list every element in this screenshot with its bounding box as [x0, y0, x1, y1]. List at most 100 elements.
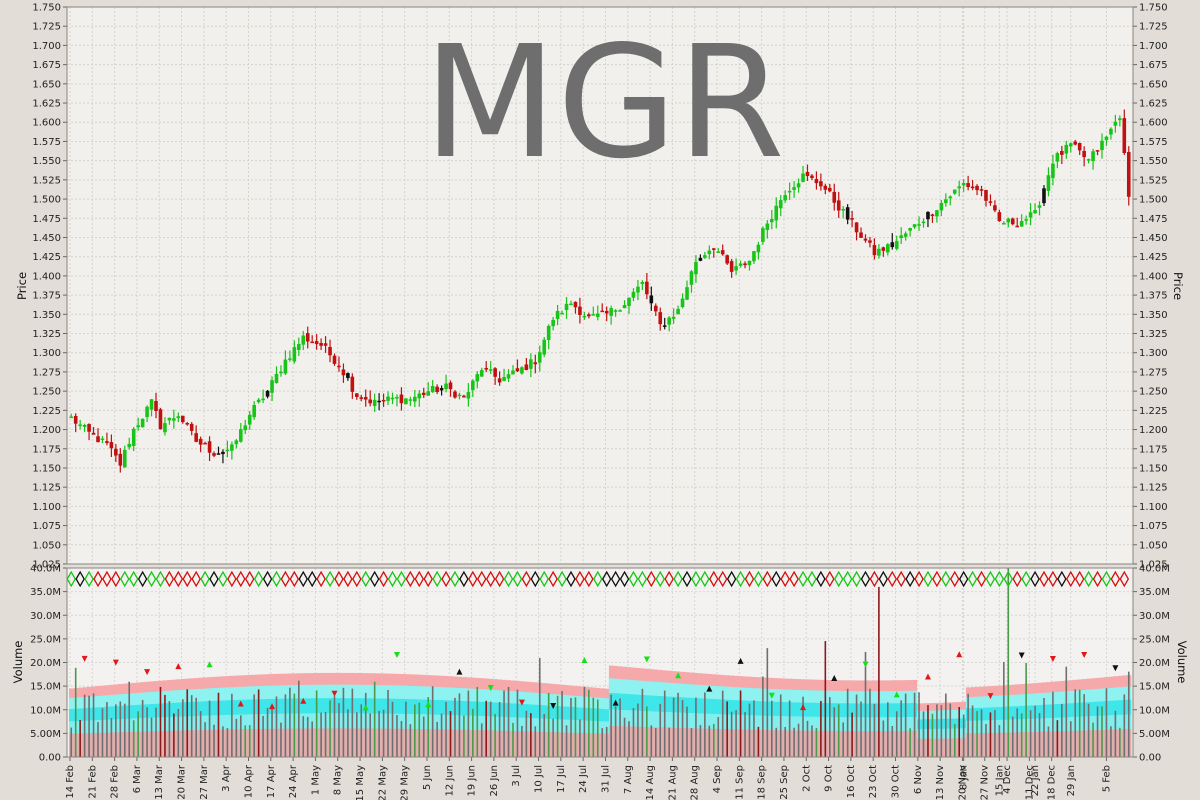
- candle-body: [613, 310, 618, 312]
- candle-body: [854, 222, 859, 233]
- candle-body: [390, 397, 395, 400]
- volume-bar: [186, 689, 189, 757]
- price-tick-label: 1.300: [32, 348, 61, 359]
- candle-body: [1100, 140, 1104, 151]
- volume-bar: [382, 709, 385, 757]
- signal-diamond: [1039, 570, 1049, 588]
- signal-arrow-up: [300, 697, 307, 704]
- signal-diamond: [967, 570, 978, 588]
- signal-diamond: [726, 570, 737, 588]
- signal-arrow-up: [831, 675, 838, 682]
- volume-bar: [895, 711, 898, 757]
- signal-diamond: [923, 570, 933, 588]
- candle-body: [698, 257, 703, 261]
- volume-bar: [472, 708, 474, 757]
- candle-body: [1010, 218, 1015, 225]
- candle-body: [96, 436, 100, 443]
- volume-bar: [360, 704, 363, 757]
- candle-body: [569, 303, 573, 306]
- volume-bar: [141, 699, 144, 757]
- volume-bar: [356, 712, 358, 757]
- signal-diamond: [128, 570, 139, 588]
- signal-diamond: [146, 570, 157, 588]
- volume-bar: [521, 725, 523, 757]
- volume-bar: [686, 706, 688, 757]
- price-tick-label: 1.500: [32, 195, 61, 206]
- price-tick-label: 1.175: [1139, 444, 1168, 455]
- signal-diamond: [646, 570, 657, 588]
- signal-diamond: [423, 570, 433, 588]
- candle-body: [935, 210, 939, 217]
- signal-diamond: [521, 570, 532, 588]
- volume-bar: [570, 697, 572, 757]
- price-tick-label: 1.750: [1139, 3, 1168, 14]
- volume-bar: [320, 712, 322, 757]
- candle-body: [662, 325, 667, 327]
- candle-body: [127, 443, 132, 448]
- volume-bar: [887, 702, 889, 757]
- volume-bar: [222, 726, 224, 757]
- volume-tick-label: 20.0M: [30, 658, 61, 669]
- signal-diamond: [512, 570, 523, 588]
- volume-bar: [668, 727, 670, 757]
- volume-bar: [976, 711, 978, 757]
- volume-bar: [315, 690, 318, 757]
- candle-body: [685, 287, 689, 300]
- date-tick-label: 21 Feb: [87, 765, 98, 799]
- candle-body: [645, 281, 649, 295]
- volume-bar: [712, 723, 715, 757]
- volume-axis-title-right: Volume: [1175, 641, 1189, 684]
- signal-diamond: [664, 570, 674, 588]
- candle-body: [172, 418, 176, 421]
- price-tick-label: 1.650: [32, 79, 61, 90]
- signal-arrow-down: [1081, 651, 1088, 658]
- volume-bar: [101, 708, 104, 757]
- volume-bar: [231, 693, 233, 757]
- date-tick-label: 14 Feb: [65, 765, 76, 799]
- candle-body: [457, 394, 462, 397]
- volume-bar: [677, 692, 679, 757]
- volume-bar: [610, 694, 612, 757]
- volume-bar: [605, 726, 608, 757]
- price-tick-label: 1.575: [32, 137, 61, 148]
- volume-bar: [311, 721, 313, 757]
- price-tick-label: 1.325: [1139, 329, 1168, 340]
- candle-body: [100, 438, 105, 441]
- signal-diamond: [378, 570, 389, 588]
- signal-diamond: [325, 570, 335, 588]
- volume-bar: [672, 697, 675, 757]
- signal-diamond: [869, 570, 880, 588]
- signal-arrow-down: [393, 651, 400, 658]
- candle-body: [69, 416, 74, 419]
- volume-bar: [235, 718, 238, 757]
- volume-bar: [820, 700, 822, 757]
- signal-diamond: [833, 570, 844, 588]
- candle-body: [653, 305, 658, 312]
- candle-body: [551, 319, 555, 327]
- candle-body: [765, 223, 770, 230]
- candle-body: [631, 291, 636, 298]
- candle-body: [283, 359, 288, 374]
- price-tick-label: 1.550: [32, 156, 61, 167]
- signal-arrow-up: [175, 663, 182, 670]
- volume-bar: [391, 701, 394, 757]
- candle-body: [814, 179, 819, 184]
- volume-bar: [659, 703, 662, 757]
- signal-diamond: [860, 570, 871, 588]
- volume-bar: [654, 728, 657, 757]
- candle-body: [1095, 150, 1100, 152]
- signal-diamond: [958, 570, 969, 588]
- volume-bar: [298, 680, 300, 757]
- signal-arrow-up: [581, 657, 588, 664]
- candle-body: [417, 393, 422, 399]
- volume-tick-label: 5.00M: [30, 729, 61, 740]
- volume-bar: [530, 713, 532, 757]
- price-tick-label: 1.450: [1139, 233, 1168, 244]
- volume-tick-label: 30.0M: [30, 611, 61, 622]
- price-tick-label: 1.225: [32, 406, 61, 417]
- date-tick-label: 15 May: [355, 765, 366, 800]
- date-tick-label: 28 Feb: [110, 765, 121, 799]
- candle-body: [944, 199, 948, 204]
- signal-diamond: [396, 570, 407, 588]
- candle-body: [841, 208, 845, 211]
